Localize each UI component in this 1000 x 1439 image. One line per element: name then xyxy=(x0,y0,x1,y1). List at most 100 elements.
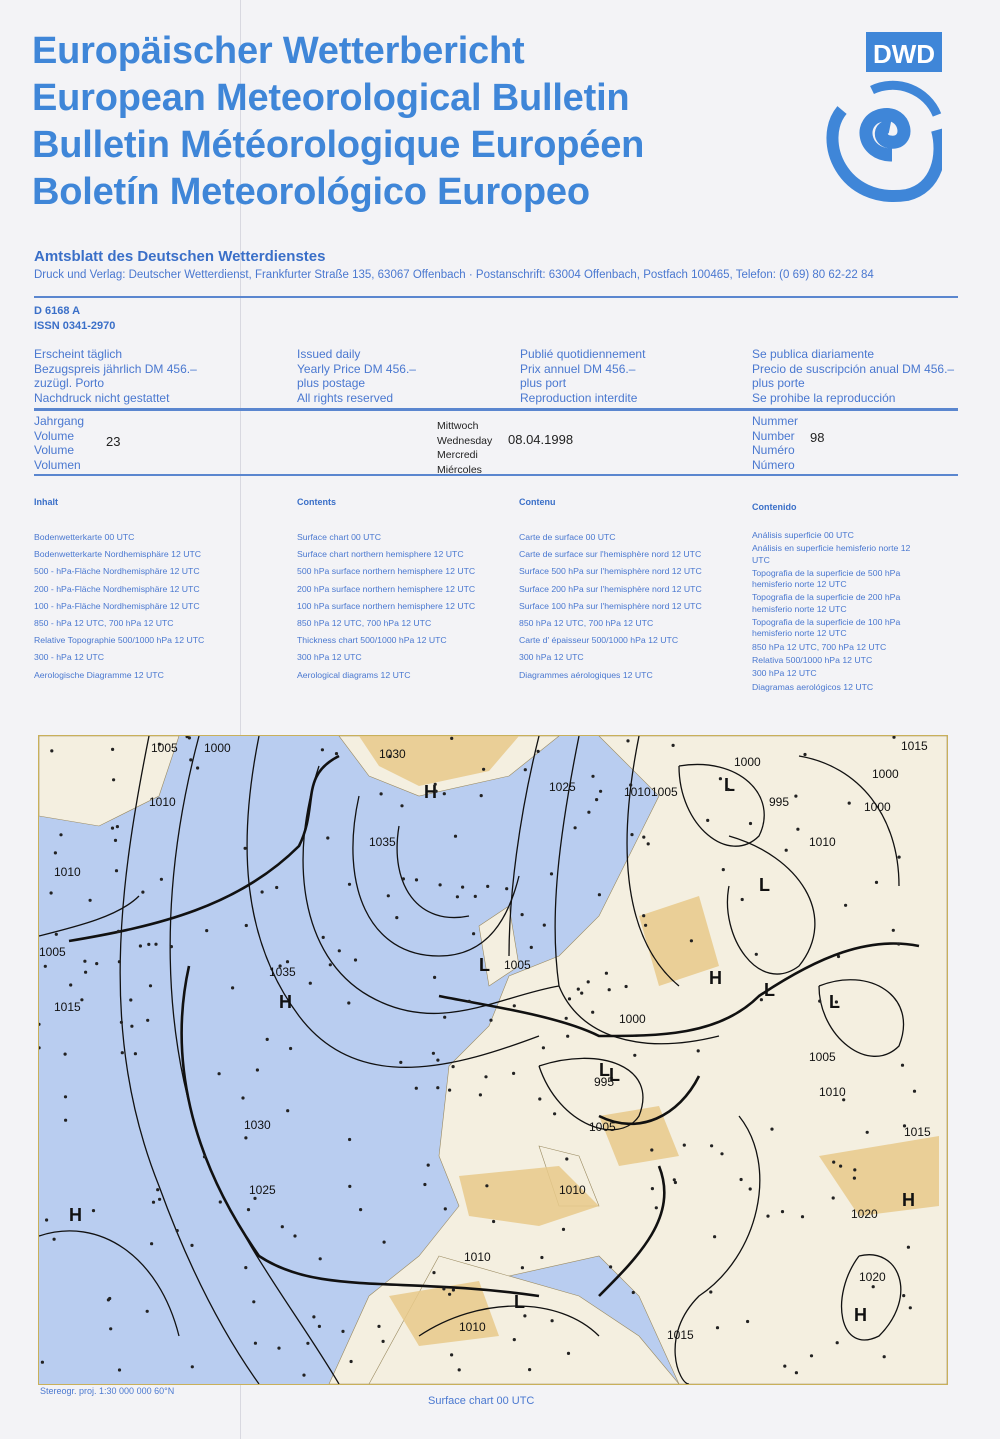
isobar-label: 1000 xyxy=(864,800,891,814)
station-marker xyxy=(138,944,142,948)
station-marker xyxy=(492,1219,496,1224)
station-marker xyxy=(146,1018,150,1022)
station-marker xyxy=(320,748,324,752)
station-marker xyxy=(748,821,753,826)
station-marker xyxy=(129,998,133,1002)
station-marker xyxy=(523,768,527,772)
high-terrain xyxy=(389,1281,499,1346)
station-marker xyxy=(109,1327,113,1331)
paper-fold xyxy=(240,0,241,1439)
contents-item: 300 - hPa 12 UTC xyxy=(34,652,105,663)
station-marker xyxy=(505,887,509,891)
isobar-label: 1015 xyxy=(54,1000,81,1014)
contents-item: 850 - hPa 12 UTC, 700 hPa 12 UTC xyxy=(34,617,174,628)
isobar xyxy=(674,1115,761,1384)
station-marker xyxy=(624,984,628,989)
station-marker xyxy=(796,827,800,831)
high-pressure-center: H xyxy=(69,1205,82,1225)
station-marker xyxy=(710,1144,714,1148)
station-marker xyxy=(187,736,191,740)
contents-item: Relative Topographie 500/1000 hPa 12 UTC xyxy=(34,635,205,646)
station-marker xyxy=(595,798,599,802)
station-marker xyxy=(467,999,471,1003)
label: Volume xyxy=(34,443,75,457)
station-marker xyxy=(154,942,158,946)
publication-code: D 6168 A xyxy=(34,305,81,317)
station-marker xyxy=(484,1075,488,1079)
station-marker xyxy=(253,1196,257,1200)
low-pressure-center: L xyxy=(599,1060,610,1080)
subscription-de: Erscheint täglich Bezugspreis jährlich DM… xyxy=(34,347,197,405)
station-marker xyxy=(706,818,710,822)
high-pressure-center: H xyxy=(902,1190,915,1210)
front-line xyxy=(180,965,540,1298)
station-marker xyxy=(520,1266,524,1270)
isobar-label: 1020 xyxy=(851,1207,878,1221)
station-marker xyxy=(148,984,153,988)
station-marker xyxy=(453,834,458,838)
isobar-label: 1035 xyxy=(369,835,396,849)
label: Wednesday xyxy=(437,434,493,447)
station-marker xyxy=(40,1360,44,1364)
isobar-label: 1015 xyxy=(304,1383,331,1385)
station-marker xyxy=(565,1157,569,1161)
low-pressure-center: L xyxy=(479,955,490,975)
station-marker xyxy=(243,846,247,850)
station-marker xyxy=(321,935,325,939)
station-marker xyxy=(289,1046,293,1051)
isobar xyxy=(39,895,140,937)
station-marker xyxy=(633,1053,637,1057)
station-marker xyxy=(112,778,116,782)
station-marker xyxy=(111,747,115,751)
station-marker xyxy=(561,1227,566,1231)
station-marker xyxy=(308,981,312,985)
station-marker xyxy=(252,1300,256,1304)
station-marker xyxy=(116,929,121,933)
station-marker xyxy=(348,1184,352,1188)
label: Numéro xyxy=(752,443,795,457)
station-marker xyxy=(478,1093,482,1097)
station-marker xyxy=(564,1016,568,1020)
station-marker xyxy=(831,1196,835,1200)
station-marker xyxy=(455,895,459,899)
contents-heading: Contenido xyxy=(752,502,797,512)
isobar xyxy=(840,1254,902,1341)
station-marker xyxy=(53,851,57,855)
station-marker xyxy=(902,1124,907,1128)
station-marker xyxy=(673,1180,678,1185)
station-marker xyxy=(285,960,290,964)
station-marker xyxy=(348,1137,352,1142)
station-marker xyxy=(834,1000,839,1004)
station-marker xyxy=(818,999,822,1003)
station-marker xyxy=(897,855,901,859)
station-marker xyxy=(794,794,798,798)
station-marker xyxy=(244,1266,248,1270)
contents-heading: Contents xyxy=(297,497,336,507)
volume-labels: Jahrgang Volume Volume Volumen xyxy=(34,414,84,472)
surface-chart-map: 1005 1000 10301010103510101005101510351030… xyxy=(38,735,948,1385)
isobar xyxy=(626,736,680,987)
isobar xyxy=(302,765,560,1015)
station-marker xyxy=(783,1364,787,1368)
station-marker xyxy=(754,952,758,956)
contents-item: Surface chart northern hemisphere 12 UTC xyxy=(297,549,464,560)
station-marker xyxy=(780,1210,785,1214)
station-marker xyxy=(631,1290,635,1295)
station-marker xyxy=(246,1208,251,1212)
station-marker xyxy=(472,932,476,936)
station-marker xyxy=(241,1096,245,1100)
station-marker xyxy=(566,1351,571,1355)
station-marker xyxy=(244,1136,248,1140)
station-marker xyxy=(485,1184,489,1188)
station-marker xyxy=(549,872,554,876)
station-marker xyxy=(847,801,851,805)
station-marker xyxy=(306,1341,310,1345)
station-marker xyxy=(448,1088,452,1092)
station-marker xyxy=(835,1341,839,1345)
station-marker xyxy=(536,749,540,753)
station-marker xyxy=(328,963,332,967)
station-marker xyxy=(542,923,546,927)
contents-heading: Inhalt xyxy=(34,497,58,507)
station-marker xyxy=(265,1037,269,1041)
station-marker xyxy=(646,842,650,846)
